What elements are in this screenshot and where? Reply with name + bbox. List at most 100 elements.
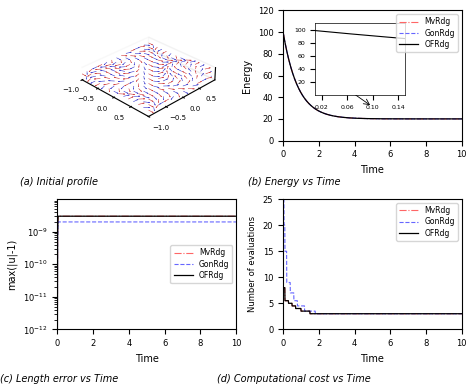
OFRdg [307,312,313,316]
GonRdg [363,312,368,316]
Line: MvRdg: MvRdg [283,32,462,119]
OFRdg [73,214,79,218]
GonRdg [134,220,139,224]
GonRdg [454,312,460,316]
GonRdg [280,197,286,201]
MvRdg [197,214,203,218]
MvRdg [419,117,425,121]
Line: MvRdg: MvRdg [57,216,236,329]
OFRdg [55,214,61,218]
GonRdg [55,327,60,332]
OFRdg [423,117,428,121]
MvRdg [421,312,427,316]
GonRdg [197,220,203,224]
OFRdg [177,214,183,218]
GonRdg [421,312,427,316]
MvRdg [194,214,200,218]
MvRdg [134,214,139,218]
MvRdg [307,312,313,316]
Text: (c) Length error vs Time: (c) Length error vs Time [0,374,118,384]
Text: (b) Energy vs Time: (b) Energy vs Time [247,177,340,187]
Y-axis label: Energy: Energy [242,58,252,93]
GonRdg [299,91,304,96]
GonRdg [280,30,286,34]
MvRdg [299,91,304,96]
Y-axis label: max(|u|-1): max(|u|-1) [7,239,18,290]
MvRdg [280,285,286,290]
OFRdg [421,312,427,316]
OFRdg [233,214,239,218]
MvRdg [367,312,373,316]
OFRdg [419,117,425,121]
MvRdg [454,312,459,316]
X-axis label: Time: Time [361,354,384,364]
OFRdg [194,214,200,218]
GonRdg [367,312,373,316]
Text: (d) Computational cost vs Time: (d) Computational cost vs Time [217,374,371,384]
Legend: MvRdg, GonRdg, OFRdg: MvRdg, GonRdg, OFRdg [171,245,232,283]
OFRdg [363,312,368,316]
OFRdg [454,312,459,316]
GonRdg [419,117,425,121]
Legend: MvRdg, GonRdg, OFRdg: MvRdg, GonRdg, OFRdg [396,203,458,241]
GonRdg [177,220,183,224]
OFRdg [134,214,139,218]
OFRdg [403,117,409,121]
MvRdg [177,214,183,218]
GonRdg [423,117,428,121]
Line: MvRdg: MvRdg [283,288,462,314]
OFRdg [280,30,286,34]
X-axis label: Time: Time [135,354,159,364]
Line: OFRdg: OFRdg [283,288,462,314]
GonRdg [353,116,358,120]
Line: GonRdg: GonRdg [57,222,236,329]
GonRdg [194,220,200,224]
Line: GonRdg: GonRdg [283,199,462,314]
GonRdg [459,117,465,121]
Text: (a) Initial profile: (a) Initial profile [20,177,98,187]
OFRdg [55,327,60,332]
MvRdg [459,312,465,316]
MvRdg [454,312,460,316]
MvRdg [289,304,295,308]
MvRdg [73,214,79,218]
Y-axis label: Number of evaluations: Number of evaluations [248,216,257,312]
MvRdg [127,214,133,218]
MvRdg [55,214,61,218]
MvRdg [359,116,365,121]
Line: OFRdg: OFRdg [57,216,236,329]
MvRdg [55,327,60,332]
OFRdg [359,116,365,121]
MvRdg [280,30,286,34]
MvRdg [423,117,428,121]
GonRdg [459,312,465,316]
OFRdg [367,312,373,316]
MvRdg [353,116,358,120]
GonRdg [289,291,295,295]
MvRdg [233,214,239,218]
MvRdg [459,117,465,121]
GonRdg [233,220,239,224]
X-axis label: Time: Time [361,165,384,175]
MvRdg [403,117,409,121]
OFRdg [353,116,358,120]
OFRdg [459,312,465,316]
GonRdg [127,220,133,224]
OFRdg [280,285,286,290]
GonRdg [73,220,79,224]
GonRdg [403,117,409,121]
Line: GonRdg: GonRdg [283,32,462,119]
OFRdg [127,214,133,218]
OFRdg [289,304,295,308]
OFRdg [197,214,203,218]
Line: OFRdg: OFRdg [283,32,462,119]
OFRdg [459,117,465,121]
OFRdg [454,312,460,316]
GonRdg [55,220,61,224]
GonRdg [312,312,318,316]
GonRdg [359,116,365,121]
GonRdg [454,312,459,316]
Legend: MvRdg, GonRdg, OFRdg: MvRdg, GonRdg, OFRdg [396,14,458,52]
OFRdg [299,91,304,96]
MvRdg [363,312,368,316]
